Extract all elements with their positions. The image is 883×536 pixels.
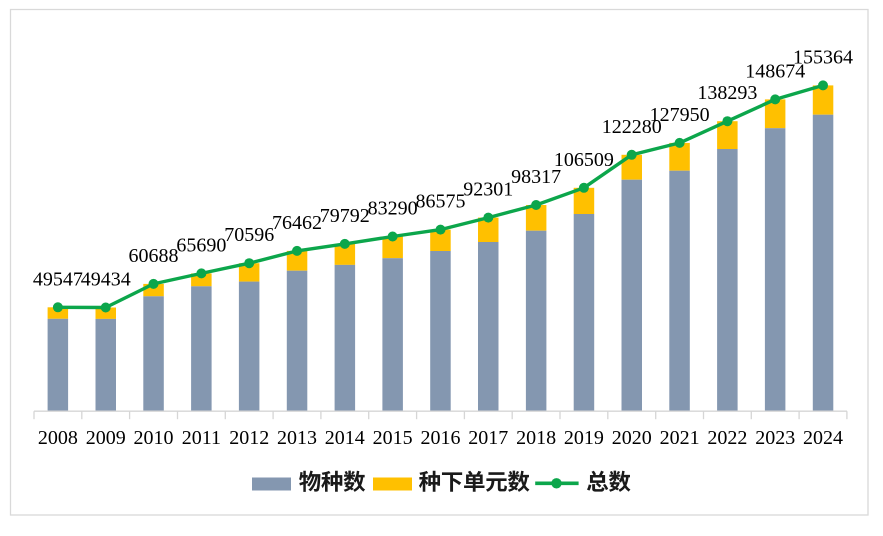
svg-text:86575: 86575 xyxy=(416,191,466,213)
svg-text:2011: 2011 xyxy=(182,427,221,449)
svg-text:98317: 98317 xyxy=(511,166,561,188)
svg-text:76462: 76462 xyxy=(272,212,322,234)
svg-text:2022: 2022 xyxy=(707,427,747,449)
svg-text:70596: 70596 xyxy=(224,224,274,246)
svg-text:2009: 2009 xyxy=(86,427,126,449)
svg-text:148674: 148674 xyxy=(745,60,805,82)
svg-text:49547: 49547 xyxy=(33,268,83,290)
svg-text:155364: 155364 xyxy=(793,46,853,68)
svg-text:60688: 60688 xyxy=(129,245,179,267)
svg-text:2018: 2018 xyxy=(516,427,556,449)
svg-text:122280: 122280 xyxy=(602,116,662,138)
svg-text:79792: 79792 xyxy=(320,205,370,227)
svg-text:83290: 83290 xyxy=(368,198,418,220)
svg-text:2015: 2015 xyxy=(373,427,413,449)
svg-text:2020: 2020 xyxy=(612,427,652,449)
svg-text:2013: 2013 xyxy=(277,427,317,449)
svg-text:2017: 2017 xyxy=(468,427,508,449)
svg-text:138293: 138293 xyxy=(697,82,757,104)
svg-text:2008: 2008 xyxy=(38,427,78,449)
svg-text:2023: 2023 xyxy=(755,427,795,449)
svg-text:2014: 2014 xyxy=(325,427,365,449)
svg-text:2012: 2012 xyxy=(229,427,269,449)
svg-text:2021: 2021 xyxy=(660,427,700,449)
svg-text:92301: 92301 xyxy=(463,179,513,201)
svg-text:2010: 2010 xyxy=(134,427,174,449)
svg-text:2019: 2019 xyxy=(564,427,604,449)
svg-text:2024: 2024 xyxy=(803,427,843,449)
svg-text:127950: 127950 xyxy=(650,104,710,126)
svg-text:49434: 49434 xyxy=(81,269,131,291)
svg-text:2016: 2016 xyxy=(421,427,461,449)
svg-text:65690: 65690 xyxy=(176,234,226,256)
svg-text:106509: 106509 xyxy=(554,149,614,171)
